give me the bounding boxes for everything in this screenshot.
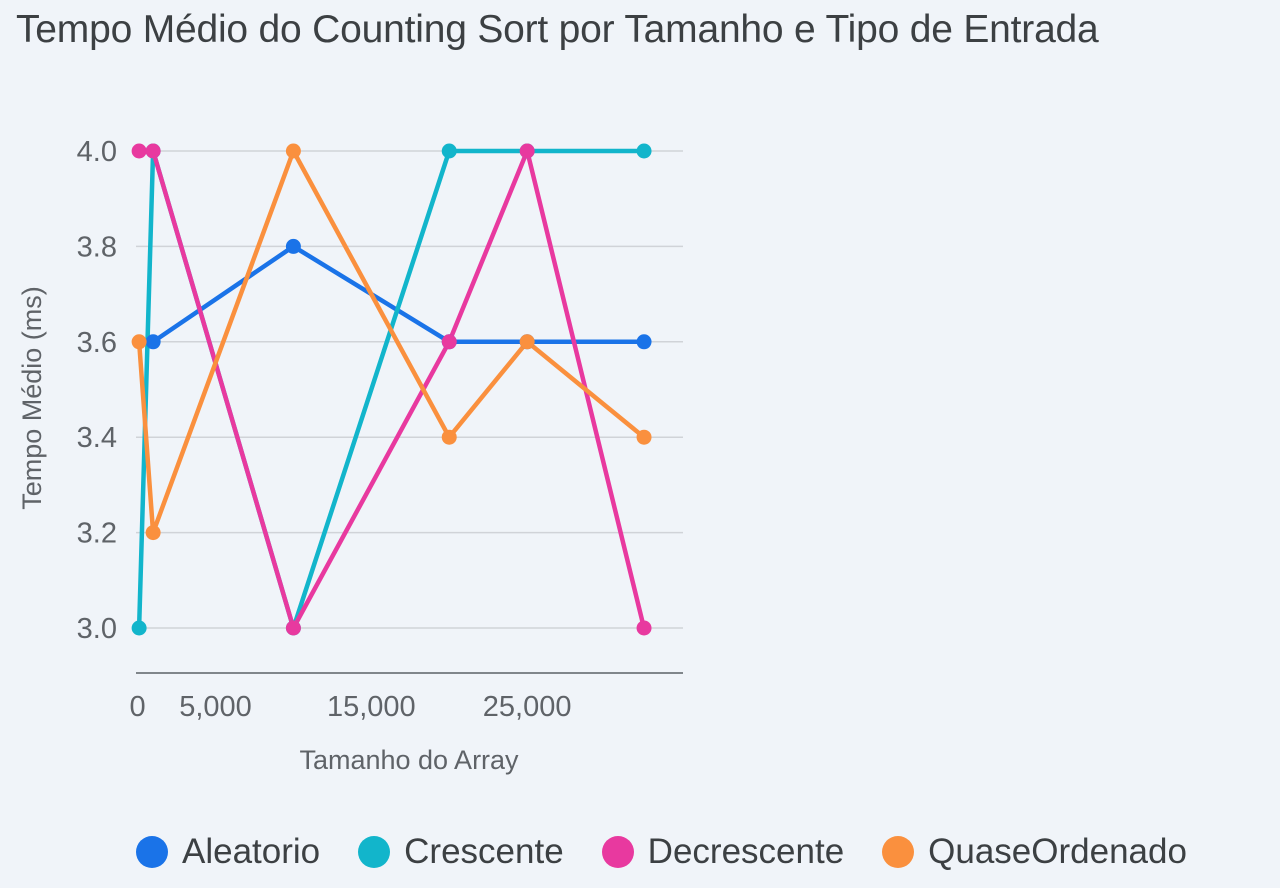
data-point-quaseordenado[interactable] bbox=[441, 429, 457, 445]
legend-marker bbox=[601, 836, 634, 868]
y-tick-label: 4.0 bbox=[77, 136, 117, 168]
legend-item-aleatorio[interactable]: Aleatorio bbox=[136, 832, 320, 872]
chart-plot: 3.0 3.2 3.4 3.6 3.8 4.0 0 5,000 15,000 25,000 Tem… bbox=[17, 136, 683, 775]
legend: Aleatorio Crescente Decrescente QuaseOrdena… bbox=[136, 832, 1187, 872]
data-point-decrescente[interactable] bbox=[519, 143, 535, 159]
data-point-quaseordenado[interactable] bbox=[636, 429, 652, 445]
data-point-decrescente[interactable] bbox=[285, 620, 301, 636]
data-point-decrescente[interactable] bbox=[441, 334, 457, 350]
data-point-decrescente[interactable] bbox=[145, 143, 161, 159]
legend-item-decrescente[interactable]: Decrescente bbox=[601, 832, 845, 872]
x-tick-label: 25,000 bbox=[483, 691, 572, 723]
data-point-aleatorio[interactable] bbox=[636, 334, 652, 350]
data-point-quaseordenado[interactable] bbox=[519, 334, 535, 350]
data-point-crescente[interactable] bbox=[441, 143, 457, 159]
y-tick-label: 3.8 bbox=[77, 231, 117, 263]
x-tick-label: 5,000 bbox=[179, 691, 252, 723]
y-tick-label: 3.2 bbox=[77, 518, 117, 550]
series-line-decrescente bbox=[139, 148, 647, 631]
tick-labels: 3.0 3.2 3.4 3.6 3.8 4.0 0 5,000 15,000 25,000 bbox=[77, 136, 572, 723]
legend-label: Aleatorio bbox=[182, 832, 321, 871]
data-point-crescente[interactable] bbox=[131, 620, 147, 636]
y-tick-label: 3.6 bbox=[77, 327, 117, 359]
data-point-quaseordenado[interactable] bbox=[285, 143, 301, 159]
x-axis-title: Tamanho do Array bbox=[299, 745, 519, 775]
y-tick-label: 3.0 bbox=[77, 613, 117, 645]
data-point-quaseordenado[interactable] bbox=[131, 334, 147, 350]
legend-item-quaseordenado[interactable]: QuaseOrdenado bbox=[882, 832, 1187, 872]
y-axis-title: Tempo Médio (ms) bbox=[17, 286, 47, 510]
legend-marker bbox=[358, 836, 391, 868]
data-point-decrescente[interactable] bbox=[636, 620, 652, 636]
legend-label: Crescente bbox=[404, 832, 564, 871]
series-line-quaseordenado bbox=[136, 148, 646, 535]
data-points bbox=[131, 143, 652, 636]
legend-marker bbox=[882, 836, 915, 868]
data-point-decrescente[interactable] bbox=[131, 143, 147, 159]
data-point-crescente[interactable] bbox=[636, 143, 652, 159]
legend-item-crescente[interactable]: Crescente bbox=[358, 832, 564, 872]
data-point-aleatorio[interactable] bbox=[285, 238, 301, 254]
legend-label: QuaseOrdenado bbox=[928, 832, 1187, 871]
data-point-quaseordenado[interactable] bbox=[145, 525, 161, 541]
series-lines bbox=[136, 148, 647, 631]
legend-label: Decrescente bbox=[647, 832, 845, 871]
data-point-aleatorio[interactable] bbox=[145, 334, 161, 350]
legend-marker bbox=[136, 836, 168, 868]
x-tick-label: 0 bbox=[129, 691, 145, 723]
y-tick-label: 3.4 bbox=[77, 422, 117, 454]
series-line-crescente bbox=[136, 148, 644, 631]
x-tick-label: 15,000 bbox=[327, 691, 416, 723]
chart-title: Tempo Médio do Counting Sort por Tamanho… bbox=[16, 8, 1099, 51]
